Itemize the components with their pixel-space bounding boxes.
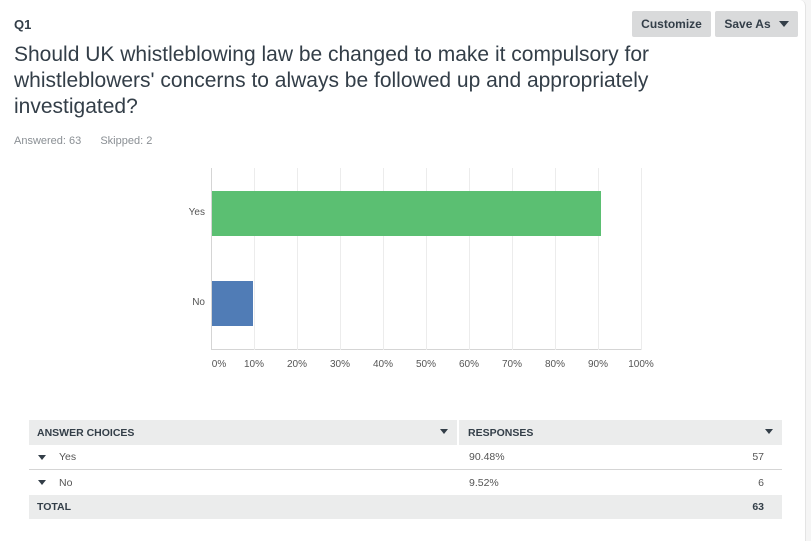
save-as-button[interactable]: Save As (715, 11, 798, 37)
results-table: ANSWER CHOICES RESPONSES Yes 90.48% 57 N… (29, 420, 782, 519)
bar-chart (211, 168, 642, 350)
total-value: 63 (752, 501, 764, 513)
x-tick-label: 70% (501, 359, 523, 370)
percent-value: 90.48% (469, 451, 505, 463)
y-axis (211, 168, 212, 350)
gridline (512, 168, 513, 350)
response-stats: Answered: 63 Skipped: 2 (14, 135, 152, 147)
x-tick-label: 50% (415, 359, 437, 370)
x-tick-label: 90% (587, 359, 609, 370)
answered-count: Answered: 63 (14, 135, 82, 147)
percent-value: 9.52% (469, 476, 499, 489)
choice-label: No (59, 476, 73, 489)
responses-header[interactable]: RESPONSES (459, 420, 782, 445)
table-row: No 9.52% 6 (29, 470, 782, 495)
bar-yes[interactable] (212, 191, 602, 236)
gridline (297, 168, 298, 350)
table-header: ANSWER CHOICES RESPONSES (29, 420, 782, 445)
customize-button[interactable]: Customize (632, 11, 711, 37)
total-row: TOTAL 63 (29, 495, 782, 519)
skipped-count: Skipped: 2 (100, 135, 153, 147)
count-value: 6 (758, 476, 764, 489)
x-tick-label: 10% (243, 359, 265, 370)
x-tick-label: 30% (329, 359, 351, 370)
count-value: 57 (752, 451, 764, 463)
gridline (340, 168, 341, 350)
answer-choices-label: ANSWER CHOICES (37, 426, 135, 439)
customize-label: Customize (641, 17, 702, 31)
category-label: No (192, 297, 205, 308)
gridline (598, 168, 599, 350)
x-tick-label: 20% (286, 359, 308, 370)
gridline (469, 168, 470, 350)
gridline (555, 168, 556, 350)
category-label: Yes (188, 207, 205, 218)
sort-caret-icon[interactable] (765, 429, 773, 434)
expand-caret-icon[interactable] (38, 454, 46, 460)
question-title: Should UK whistleblowing law be changed … (14, 43, 649, 118)
bar-no[interactable] (212, 281, 253, 326)
x-tick-label: 100% (628, 359, 654, 370)
table-row: Yes 90.48% 57 (29, 445, 782, 470)
x-tick-label: 0% (211, 359, 227, 370)
answer-choices-header[interactable]: ANSWER CHOICES (29, 420, 459, 445)
gridline (254, 168, 255, 350)
gridline (426, 168, 427, 350)
chevron-down-icon (778, 21, 789, 27)
x-tick-label: 60% (458, 359, 480, 370)
gridline (383, 168, 384, 350)
x-tick-label: 80% (544, 359, 566, 370)
expand-caret-icon[interactable] (38, 480, 46, 485)
x-tick-label: 40% (372, 359, 394, 370)
save-as-label: Save As (724, 17, 771, 31)
question-number: Q1 (14, 17, 32, 32)
sort-caret-icon[interactable] (440, 429, 448, 434)
choice-label: Yes (59, 451, 77, 463)
gridline (641, 168, 642, 350)
total-label: TOTAL (37, 501, 72, 513)
responses-label: RESPONSES (468, 426, 534, 439)
